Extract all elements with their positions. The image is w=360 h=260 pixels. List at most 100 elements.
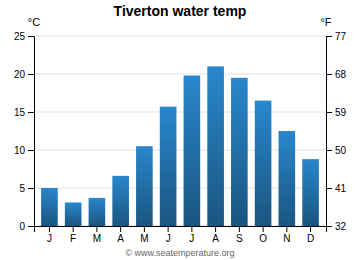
bar: [184, 76, 201, 226]
bar: [89, 198, 106, 226]
tick-mark: [120, 226, 121, 232]
tick: 20: [14, 69, 34, 80]
tick-mark: [28, 226, 34, 227]
tick-label: N: [283, 233, 290, 244]
tick-label: 20: [14, 69, 26, 80]
tick-label: J: [189, 233, 194, 244]
tick-label: 41: [335, 183, 347, 194]
tick-mark: [215, 226, 216, 232]
tick-label: 32: [335, 221, 347, 232]
axis-line: [35, 227, 327, 233]
tick: 59: [326, 107, 347, 118]
axis-line: [327, 37, 333, 227]
tick-label: 15: [14, 107, 26, 118]
tick-mark: [73, 226, 74, 232]
tick-mark: [326, 150, 332, 151]
bar: [65, 202, 82, 226]
bar: [231, 78, 248, 226]
tick-mark: [326, 74, 332, 75]
tick: O: [259, 226, 267, 244]
tick-label: D: [307, 233, 314, 244]
grid: [34, 36, 326, 226]
tick-mark: [326, 188, 332, 189]
title: Tiverton water temp: [114, 3, 247, 19]
tick-label: F: [70, 233, 76, 244]
tick-label: 68: [335, 69, 347, 80]
bar: [279, 131, 296, 226]
x-axis: JFMAMJJASOND: [35, 226, 327, 244]
tick-label: O: [259, 233, 267, 244]
y2-axis-label: °F: [320, 16, 331, 28]
tick-label: 25: [14, 31, 26, 42]
bar: [207, 66, 224, 226]
y-axis: 0 5 10 15 20 25: [14, 31, 35, 232]
tick-mark: [263, 226, 264, 232]
chart: J F M A M J J A S O N D 0 5 10 15 20 25 32 41 50 59 68 77 °C °F Ti…: [0, 0, 360, 260]
tick: M: [93, 226, 101, 244]
tick: N: [283, 226, 290, 244]
tick: J: [189, 226, 194, 244]
tick-label: A: [212, 233, 219, 244]
tick-mark: [96, 226, 97, 232]
annotation: © www.seatemperature.org: [125, 248, 234, 258]
tick: M: [140, 226, 148, 244]
tick-mark: [144, 226, 145, 232]
tick-label: 5: [19, 183, 25, 194]
tick-label: A: [117, 233, 124, 244]
bars: [41, 66, 319, 226]
tick-mark: [326, 36, 332, 37]
tick: F: [70, 226, 76, 244]
tick: 15: [14, 107, 34, 118]
tick-mark: [310, 226, 311, 232]
y-axis-label: °C: [28, 16, 40, 28]
tick-label: 10: [14, 145, 26, 156]
tick: 68: [326, 69, 347, 80]
tick-label: 59: [335, 107, 347, 118]
tick: J: [166, 226, 171, 244]
tick: 32: [326, 221, 347, 232]
tick-label: 0: [19, 221, 25, 232]
tick-label: 50: [335, 145, 347, 156]
tick-label: S: [236, 233, 243, 244]
tick: D: [307, 226, 314, 244]
bar: [255, 101, 272, 226]
tick-label: J: [47, 233, 52, 244]
bar: [136, 146, 153, 226]
tick: 0: [19, 221, 34, 232]
tick-label: M: [140, 233, 148, 244]
tick-mark: [168, 226, 169, 232]
tick-mark: [28, 74, 34, 75]
bar: [160, 107, 177, 226]
tick-label: 77: [335, 31, 347, 42]
tick: 41: [326, 183, 347, 194]
bar: [112, 176, 129, 226]
tick-label: J: [166, 233, 171, 244]
tick-mark: [191, 226, 192, 232]
tick-mark: [239, 226, 240, 232]
tick-mark: [49, 226, 50, 232]
tick: A: [117, 226, 124, 244]
y2-axis: 32 41 50 59 68 77: [326, 31, 347, 232]
grid-line: [34, 36, 326, 37]
grid-line: [34, 112, 326, 113]
tick-mark: [286, 226, 287, 232]
tick-mark: [326, 226, 332, 227]
plot: J F M A M J J A S O N D 0 5 10 15 20 25 32 41 50 59 68 77: [14, 31, 347, 244]
tick-mark: [326, 112, 332, 113]
tick-label: M: [93, 233, 101, 244]
tick: A: [212, 226, 219, 244]
tick-mark: [28, 150, 34, 151]
tick-mark: [28, 188, 34, 189]
grid-line: [34, 74, 326, 75]
tick: 10: [14, 145, 34, 156]
axis-line: [28, 37, 35, 227]
tick: S: [236, 226, 243, 244]
tick: J: [47, 226, 52, 244]
tick-mark: [28, 36, 34, 37]
tick: 25: [14, 31, 34, 42]
tick: 50: [326, 145, 347, 156]
tick: 5: [19, 183, 34, 194]
bar: [41, 188, 58, 226]
bar: [302, 159, 319, 226]
tick-mark: [28, 112, 34, 113]
